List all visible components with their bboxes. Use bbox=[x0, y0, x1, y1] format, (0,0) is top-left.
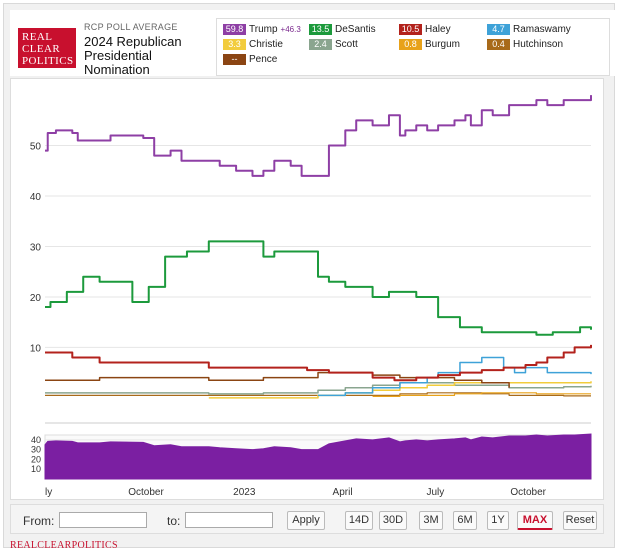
legend-item-burgum[interactable]: 0.8 Burgum bbox=[399, 39, 460, 51]
footer-brand: REALCLEARPOLITICS bbox=[10, 540, 118, 551]
legend-name: Scott bbox=[335, 39, 358, 50]
y-tick-label: 40 bbox=[30, 192, 42, 203]
y-tick-label: 10 bbox=[30, 343, 42, 354]
x-tick-label: April bbox=[333, 487, 353, 498]
legend-item-haley[interactable]: 10.5 Haley bbox=[399, 24, 451, 36]
legend-name: Haley bbox=[425, 24, 451, 35]
legend-item-ramaswamy[interactable]: 4.7 Ramaswamy bbox=[487, 24, 571, 36]
navigator-y-tick-label: 10 bbox=[31, 464, 41, 474]
date-range-controls: From: to: Apply 14D 30D 3M 6M 1Y MAX Res… bbox=[10, 504, 604, 534]
header: REAL CLEAR POLITICS RCP POLL AVERAGE 202… bbox=[10, 10, 616, 77]
to-label: to: bbox=[167, 514, 181, 528]
legend-value: 59.8 bbox=[223, 24, 246, 35]
legend-value: 3.3 bbox=[223, 39, 246, 50]
legend-name: Pence bbox=[249, 54, 278, 65]
x-tick-label: ly bbox=[45, 487, 52, 498]
legend-item-christie[interactable]: 3.3 Christie bbox=[223, 39, 283, 51]
legend-name: Ramaswamy bbox=[513, 24, 571, 35]
range-button-6m[interactable]: 6M bbox=[453, 511, 477, 530]
legend-spread: +46.3 bbox=[280, 25, 301, 34]
range-button-3m[interactable]: 3M bbox=[419, 511, 443, 530]
x-tick-label: July bbox=[426, 487, 444, 498]
navigator-y-tick-label: 30 bbox=[31, 445, 41, 455]
range-button-14d[interactable]: 14D bbox=[345, 511, 373, 530]
series-line-scott bbox=[45, 381, 592, 395]
legend-name: DeSantis bbox=[335, 24, 376, 35]
range-button-1y[interactable]: 1Y bbox=[487, 511, 509, 530]
to-date-input[interactable] bbox=[185, 512, 273, 528]
legend-value: 2.4 bbox=[309, 39, 332, 50]
widget-frame: REAL CLEAR POLITICS RCP POLL AVERAGE 202… bbox=[3, 3, 616, 551]
logo-line-3: POLITICS bbox=[22, 55, 74, 67]
legend-name: Burgum bbox=[425, 39, 461, 50]
legend-item-hutchinson[interactable]: 0.4 Hutchinson bbox=[487, 39, 563, 51]
legend-value: 13.5 bbox=[309, 24, 332, 35]
legend-name: Hutchinson bbox=[513, 39, 564, 50]
legend: 59.8 Trump +46.3 13.5 DeSantis 10.5 Haley 4.… bbox=[216, 18, 610, 76]
legend-item-trump[interactable]: 59.8 Trump +46.3 bbox=[223, 24, 301, 36]
legend-item-pence[interactable]: -- Pence bbox=[223, 54, 277, 66]
series-line-ramaswamy bbox=[318, 356, 592, 397]
legend-value: -- bbox=[223, 54, 246, 65]
series-line-desantis bbox=[45, 240, 592, 336]
legend-value: 10.5 bbox=[399, 24, 422, 35]
series-line-haley bbox=[45, 344, 592, 382]
from-label: From: bbox=[23, 514, 55, 528]
logo-line-2: CLEAR bbox=[22, 43, 61, 55]
legend-value: 4.7 bbox=[487, 24, 510, 35]
legend-item-scott[interactable]: 2.4 Scott bbox=[309, 39, 358, 51]
series-line-trump bbox=[45, 95, 592, 177]
legend-item-desantis[interactable]: 13.5 DeSantis bbox=[309, 24, 376, 36]
x-tick-label: October bbox=[128, 487, 164, 498]
navigator-y-tick-label: 20 bbox=[31, 454, 41, 464]
legend-value: 0.8 bbox=[399, 39, 422, 50]
navigator-area bbox=[44, 433, 592, 480]
legend-value: 0.4 bbox=[487, 39, 510, 50]
rcp-logo[interactable]: REAL CLEAR POLITICS bbox=[18, 28, 76, 68]
series-line-burgum bbox=[372, 392, 591, 397]
reset-button[interactable]: Reset bbox=[563, 511, 597, 530]
from-date-input[interactable] bbox=[59, 512, 147, 528]
y-tick-label: 20 bbox=[30, 293, 42, 304]
chart-area[interactable]: 10 20 30 40 50 10 20 30 40 ly October 2023 April July… bbox=[10, 78, 604, 500]
x-tick-label: 2023 bbox=[233, 487, 256, 498]
logo-line-1: REAL bbox=[22, 31, 53, 43]
navigator-y-tick-label: 40 bbox=[31, 435, 41, 445]
y-tick-label: 50 bbox=[30, 142, 42, 153]
apply-button[interactable]: Apply bbox=[287, 511, 325, 530]
poll-kicker: RCP POLL AVERAGE bbox=[84, 22, 178, 32]
legend-name: Christie bbox=[249, 39, 283, 50]
y-tick-label: 30 bbox=[30, 242, 42, 253]
range-button-30d[interactable]: 30D bbox=[379, 511, 407, 530]
x-tick-label: October bbox=[510, 487, 546, 498]
legend-name: Trump bbox=[249, 24, 278, 35]
poll-title: 2024 Republican Presidential Nomination bbox=[84, 34, 182, 77]
range-button-max[interactable]: MAX bbox=[517, 511, 553, 530]
